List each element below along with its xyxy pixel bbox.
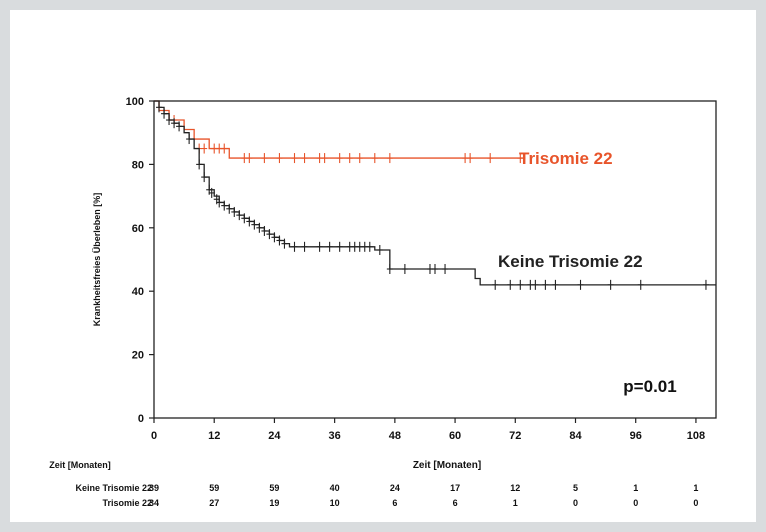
y-tick-label: 20	[132, 350, 144, 362]
risk-count: 24	[390, 483, 400, 493]
series-label-trisomie-22: Trisomie 22	[519, 149, 613, 168]
risk-count: 5	[573, 483, 578, 493]
risk-count: 0	[573, 498, 578, 508]
risk-count: 1	[633, 483, 638, 493]
risk-table-header: Zeit [Monaten]	[49, 460, 111, 470]
y-tick-label: 60	[132, 223, 144, 235]
risk-count: 10	[330, 498, 340, 508]
risk-count: 39	[149, 483, 159, 493]
x-tick-label: 24	[268, 430, 281, 442]
risk-count: 12	[510, 483, 520, 493]
x-tick-label: 36	[329, 430, 341, 442]
y-tick-label: 0	[138, 413, 144, 425]
risk-count: 34	[149, 498, 159, 508]
risk-count: 59	[209, 483, 219, 493]
y-tick-label: 40	[132, 286, 144, 298]
risk-count: 1	[693, 483, 698, 493]
y-axis-label: Krankheitsfreies Überleben [%]	[92, 193, 102, 327]
risk-count: 0	[693, 498, 698, 508]
x-tick-label: 60	[449, 430, 461, 442]
risk-count: 27	[209, 498, 219, 508]
risk-row-label: Trisomie 22	[102, 498, 152, 508]
risk-count: 6	[392, 498, 397, 508]
risk-count: 19	[269, 498, 279, 508]
x-tick-label: 12	[208, 430, 220, 442]
p-value-annotation: p=0.01	[623, 377, 676, 396]
risk-count: 59	[269, 483, 279, 493]
risk-count: 0	[633, 498, 638, 508]
risk-count: 40	[330, 483, 340, 493]
risk-row-label: Keine Trisomie 22	[75, 483, 152, 493]
risk-count: 6	[453, 498, 458, 508]
x-axis-label: Zeit [Monaten]	[413, 460, 481, 471]
x-tick-label: 84	[569, 430, 582, 442]
x-tick-label: 108	[687, 430, 705, 442]
plot-border	[153, 100, 717, 419]
x-tick-label: 48	[389, 430, 401, 442]
risk-count: 17	[450, 483, 460, 493]
y-tick-label: 80	[132, 159, 144, 171]
series-label-keine-trisomie-22: Keine Trisomie 22	[498, 252, 643, 271]
y-tick-label: 100	[126, 96, 144, 108]
survival-curve-trisomie-22	[154, 100, 526, 159]
x-tick-label: 96	[630, 430, 642, 442]
chart-frame: 0 20 40 60 80 100 0 12 24 36 48 60 72 84 96 108 Trisomie…	[10, 10, 756, 522]
risk-count: 1	[513, 498, 518, 508]
x-tick-label: 0	[151, 430, 157, 442]
x-tick-label: 72	[509, 430, 521, 442]
